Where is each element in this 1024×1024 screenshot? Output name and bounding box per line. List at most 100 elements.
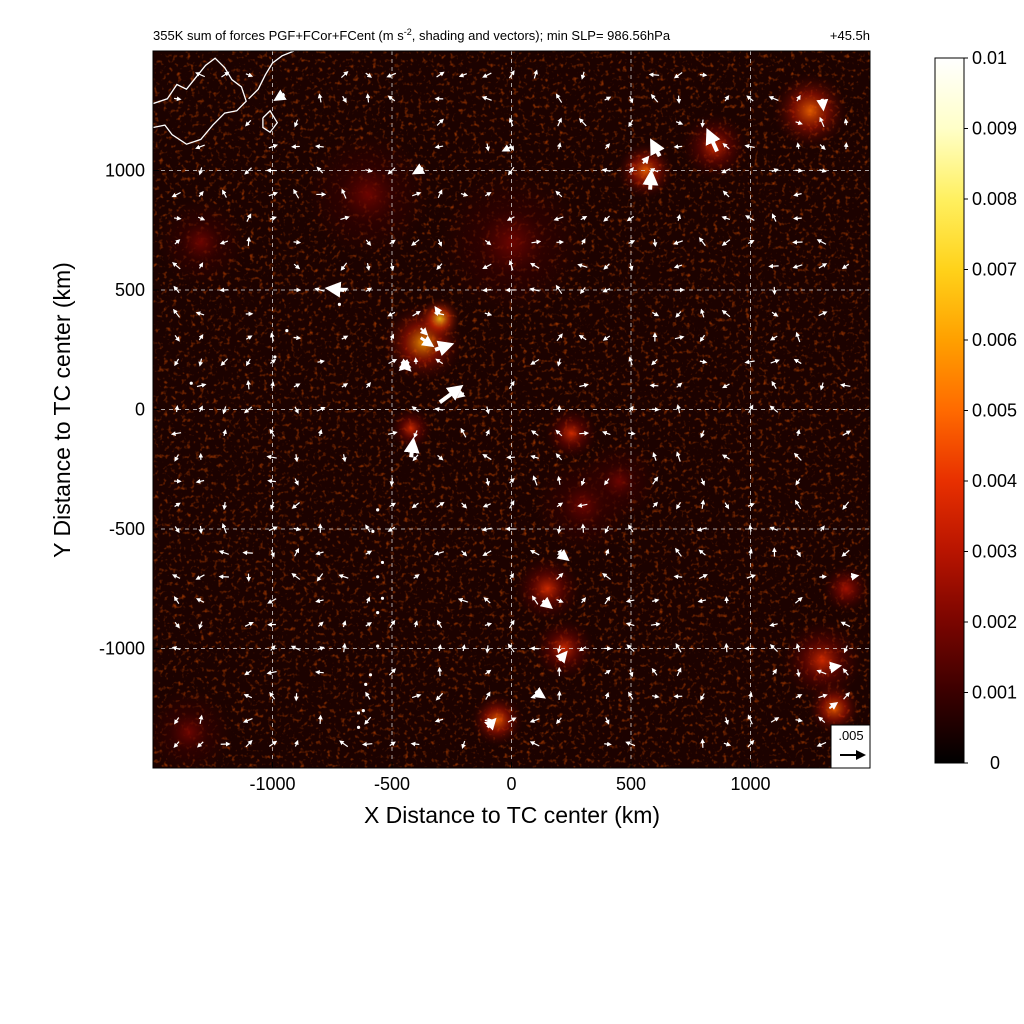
background-arrow (436, 118, 444, 126)
background-arrow (604, 692, 610, 699)
background-arrow (198, 262, 204, 269)
background-arrow (197, 216, 206, 221)
background-arrow (172, 574, 181, 579)
background-arrow (245, 358, 251, 367)
island-dot (371, 529, 375, 533)
intensity-hotspot (580, 442, 658, 520)
background-arrow (555, 429, 563, 437)
background-arrow (842, 668, 849, 676)
background-arrow (386, 72, 397, 78)
colorbar-tick-label: 0.002 (972, 612, 1017, 632)
background-arrow (291, 573, 301, 580)
background-arrow (389, 619, 396, 629)
background-arrow (389, 262, 395, 271)
background-arrow (696, 527, 707, 532)
background-arrow (721, 309, 731, 318)
force-vector (398, 358, 412, 372)
background-arrow (461, 502, 468, 509)
background-arrow (317, 646, 325, 651)
background-arrow (387, 311, 396, 317)
background-arrow (508, 619, 515, 629)
background-arrow (795, 694, 803, 699)
background-arrow (744, 143, 755, 149)
background-arrow (675, 547, 682, 557)
background-arrow (340, 262, 348, 271)
background-arrow (724, 95, 730, 102)
background-arrow (577, 263, 588, 268)
background-arrow (556, 572, 564, 580)
background-arrow (293, 188, 300, 199)
background-arrow (294, 454, 299, 463)
force-vector (438, 384, 464, 404)
background-arrow (341, 620, 347, 628)
background-arrow (246, 213, 252, 222)
background-arrow (508, 117, 514, 127)
background-arrow (387, 95, 396, 102)
background-arrow (628, 262, 634, 271)
background-arrow (795, 478, 801, 486)
background-arrow (795, 643, 801, 653)
background-arrow (771, 380, 777, 389)
background-arrow (436, 263, 443, 270)
x-axis-label: X Distance to TC center (km) (364, 802, 660, 828)
background-arrow (173, 741, 180, 748)
background-arrow (700, 499, 706, 509)
x-axis: -1000 -500 0 500 1000 (249, 762, 771, 794)
background-arrow (269, 358, 277, 364)
background-arrow (604, 741, 612, 747)
force-vector (641, 155, 650, 165)
background-arrow (389, 239, 396, 245)
background-arrow (841, 263, 850, 270)
y-axis-label: Y Distance to TC center (km) (49, 262, 75, 558)
intensity-hotspot (157, 199, 244, 286)
background-arrow (269, 216, 277, 221)
force-vector (828, 701, 839, 710)
background-arrow (842, 430, 852, 436)
background-arrow (676, 502, 682, 510)
reference-vector-frame (830, 724, 871, 769)
background-arrow (389, 741, 396, 747)
background-arrow (481, 96, 492, 101)
background-arrow (652, 476, 659, 485)
background-arrow (746, 95, 754, 102)
background-arrow (578, 118, 587, 127)
background-arrow (219, 287, 229, 293)
background-arrow (507, 717, 517, 723)
background-arrow (795, 717, 804, 723)
background-arrow (198, 167, 204, 176)
background-arrow (508, 260, 514, 271)
background-arrow (482, 454, 492, 461)
background-arrow (841, 549, 850, 557)
background-arrow (556, 358, 562, 367)
x-tick-label: 0 (506, 774, 516, 794)
background-arrow (628, 167, 634, 173)
background-arrow (317, 621, 324, 627)
background-arrow (747, 739, 755, 748)
background-arrow (508, 70, 515, 79)
background-arrow (533, 69, 538, 79)
background-arrow (748, 524, 753, 532)
background-arrow (529, 741, 540, 747)
background-arrow (601, 168, 611, 173)
background-arrow (603, 263, 610, 270)
background-arrow (412, 310, 421, 317)
intensity-hotspot (153, 689, 232, 768)
background-arrow (485, 691, 491, 700)
background-arrow (196, 383, 207, 388)
background-arrow (843, 118, 849, 126)
background-arrow (816, 239, 827, 245)
background-arrow (553, 216, 564, 221)
background-arrow (174, 335, 180, 342)
background-arrow (437, 239, 443, 247)
background-arrow (294, 119, 299, 128)
colorbar-tick-label: 0.006 (972, 330, 1017, 350)
background-arrow (173, 96, 182, 102)
background-arrow (769, 622, 778, 628)
background-arrow (195, 598, 205, 603)
colorbar-tick-label: 0.004 (972, 471, 1017, 491)
background-arrow (437, 454, 444, 461)
background-arrow (509, 500, 515, 509)
background-arrow (556, 645, 562, 654)
background-arrow (434, 718, 444, 723)
background-arrow (652, 598, 660, 604)
